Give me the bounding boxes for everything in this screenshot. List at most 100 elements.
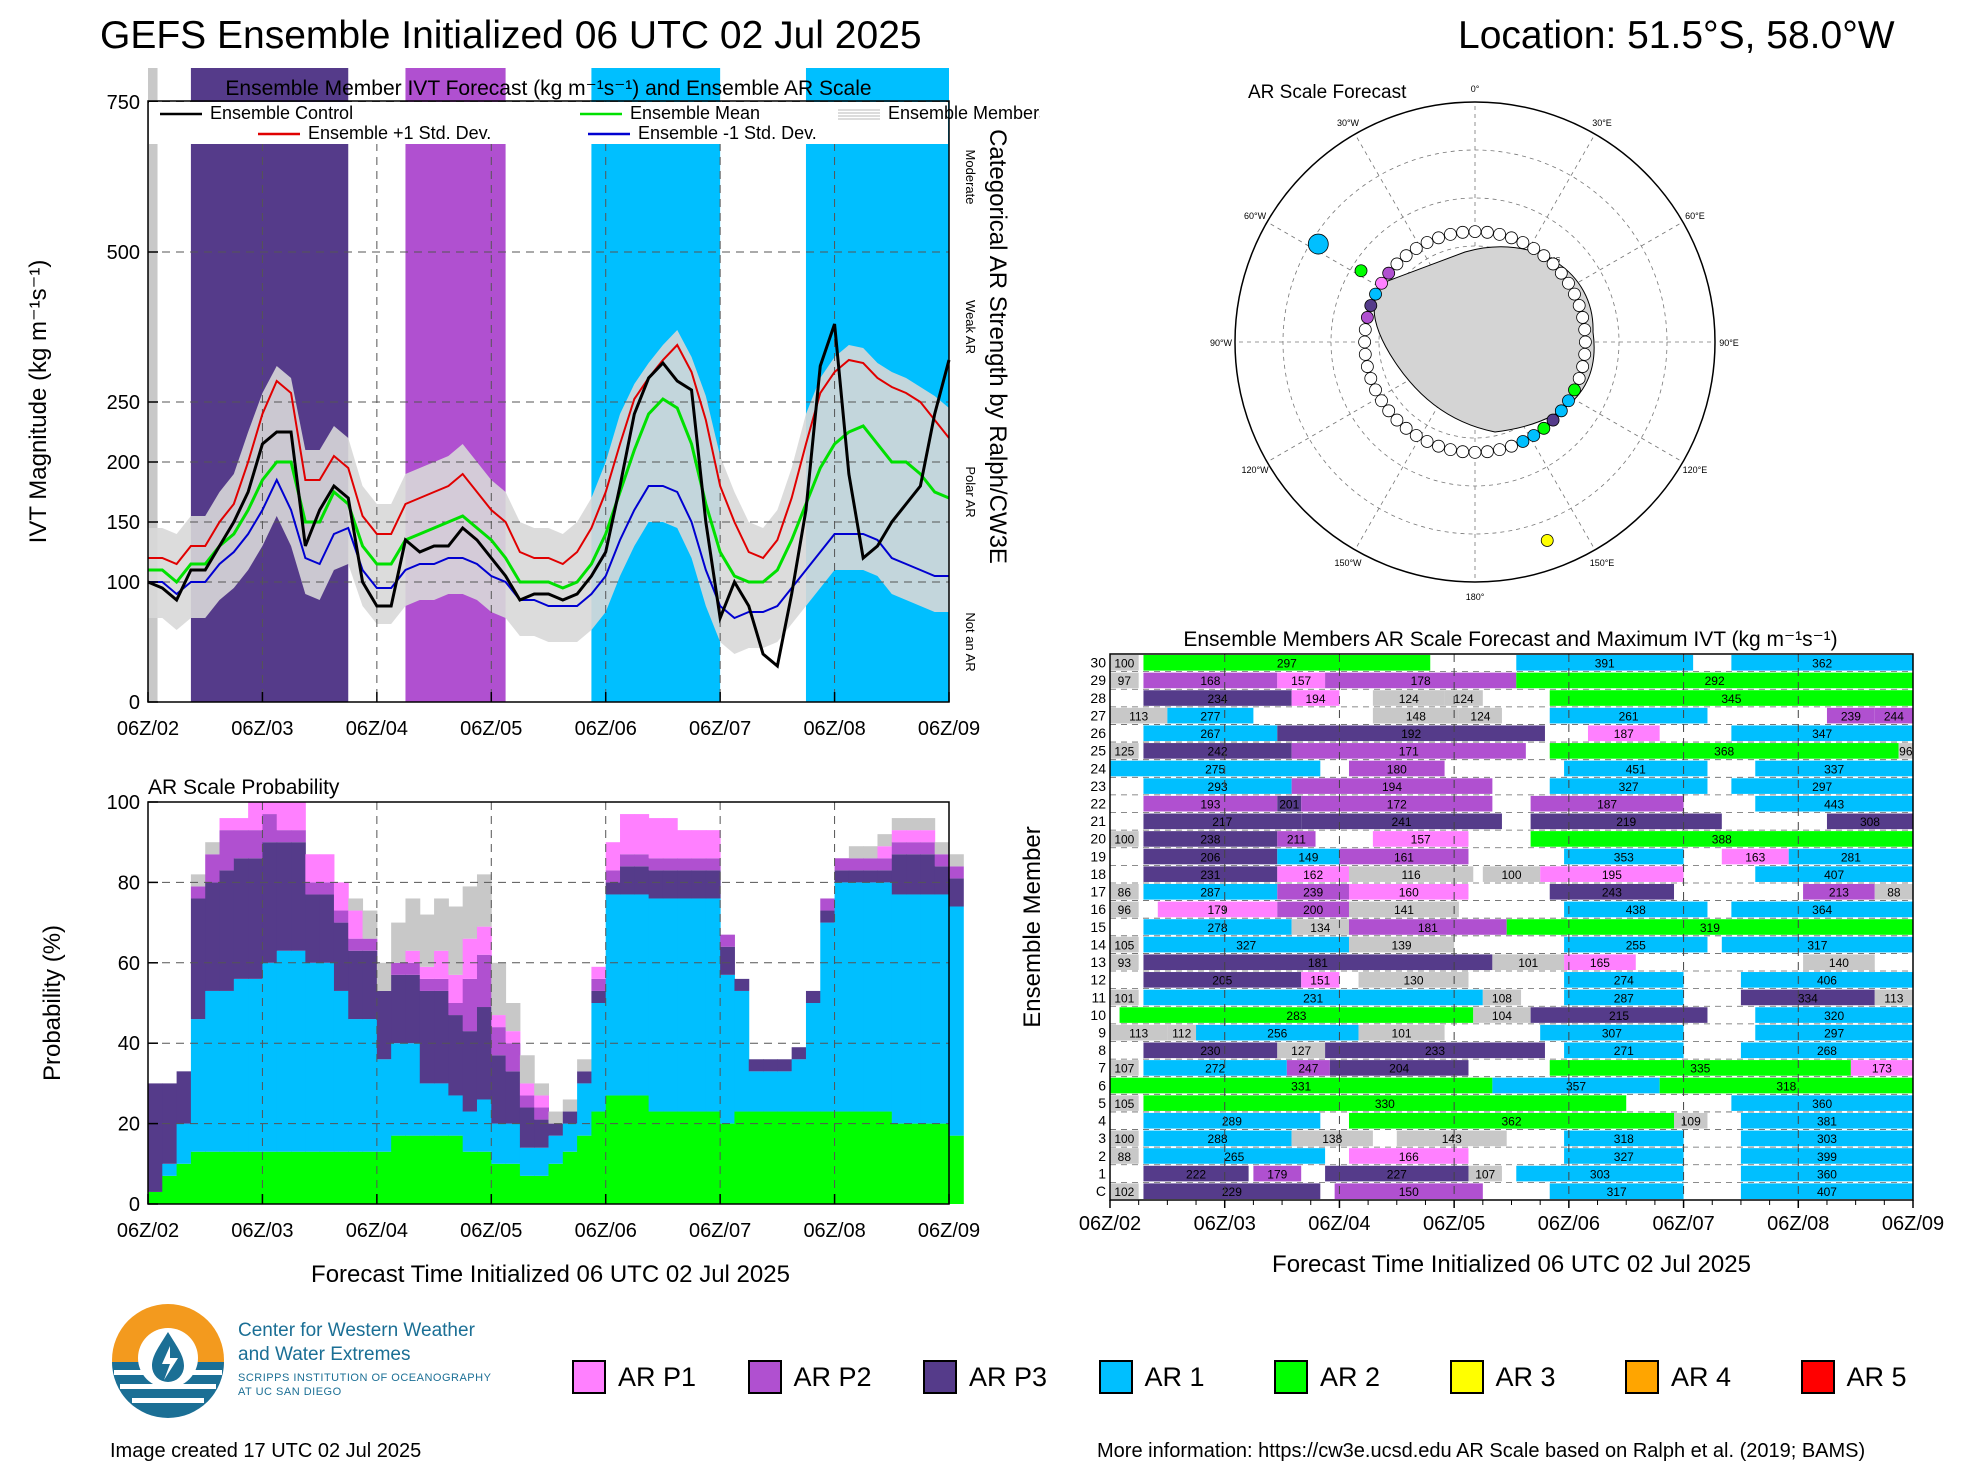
- member-label: 5: [1098, 1095, 1106, 1111]
- member-ar-segment: [1143, 655, 1431, 671]
- prob-bar-arp1: [605, 842, 621, 871]
- member-ar-segment: [1143, 813, 1302, 830]
- ar-location-marker: [1432, 231, 1445, 245]
- prob-bar-ar2: [505, 1163, 521, 1204]
- prob-bar-ar1: [891, 894, 907, 1124]
- prob-bar-ar2: [577, 1135, 592, 1204]
- member-max-ivt: 391: [1595, 657, 1615, 671]
- member-ar-segment: [1826, 813, 1913, 830]
- prob-bar-arp3: [748, 1059, 764, 1072]
- prob-bar-arp2: [834, 858, 850, 871]
- member-max-ivt: 195: [1602, 868, 1622, 882]
- ar-location-marker: [1527, 242, 1541, 255]
- prob-bar-ar1: [620, 894, 635, 1096]
- y-tick-label: 150: [107, 512, 140, 534]
- member-max-ivt: 101: [1392, 1026, 1412, 1040]
- prob-bar-noar: [205, 842, 221, 855]
- y-tick-label: 200: [107, 452, 140, 474]
- prob-bar-arp1: [319, 854, 335, 883]
- prob-bar-arp1: [419, 966, 435, 979]
- ar-location-marker: [1409, 429, 1423, 442]
- polar-map: AR Scale Forecast 0° 30°E 60°E 90°E 120°E 150°…: [1210, 82, 1739, 602]
- member-max-ivt: 287: [1614, 991, 1634, 1005]
- member-ar-segment: [1348, 883, 1469, 900]
- ar-location-marker: [1546, 413, 1560, 427]
- member-ar-segment: [1301, 813, 1502, 830]
- prob-bar-ar2: [734, 1111, 750, 1204]
- prob-bar-arp1: [505, 1031, 521, 1044]
- ar-location-marker: [1375, 276, 1388, 290]
- prob-bar-arp3: [291, 842, 306, 951]
- member-ar-segment: [1196, 1024, 1359, 1041]
- member-max-ivt: 112: [1172, 1026, 1191, 1040]
- prob-bar-ar2: [949, 1135, 964, 1204]
- prob-bar-ar2: [820, 1111, 836, 1204]
- member-ar-segment: [1143, 690, 1292, 706]
- member-ar-segment: [1731, 1095, 1913, 1111]
- longitude-label: 120°E: [1683, 465, 1708, 475]
- member-max-ivt: 96: [1899, 745, 1913, 759]
- member-ar-segment: [1110, 760, 1321, 777]
- legend-box: [149, 102, 948, 144]
- prob-bar-arp2: [362, 938, 378, 951]
- member-ar-segment: [1564, 989, 1684, 1006]
- member-max-ivt: 335: [1690, 1062, 1710, 1076]
- prob-bar-arp2: [691, 858, 707, 871]
- prob-bar-arp2: [219, 830, 235, 871]
- prob-bar-noar: [548, 1111, 564, 1124]
- prob-bar-arp1: [648, 818, 664, 859]
- member-max-ivt: 297: [1824, 1026, 1844, 1040]
- prob-bar-ar2: [262, 1151, 278, 1204]
- member-label: 25: [1090, 743, 1106, 759]
- series-line-ensemble-1-std-dev-: [148, 477, 949, 620]
- legend-label: AR P1: [618, 1361, 697, 1392]
- y-tick-label: 40: [118, 1033, 140, 1055]
- legend-item: AR 3: [1449, 1360, 1556, 1394]
- member-max-ivt: 278: [1208, 921, 1228, 935]
- prob-bar-ar2: [448, 1135, 464, 1204]
- member-max-ivt: 277: [1200, 709, 1220, 723]
- prob-bar-arp2: [634, 854, 650, 867]
- probability-chart: 0 20 40 60 80 100 06Z/02 06Z/03 06Z/04 06Z/05 06Z/…: [39, 776, 980, 1288]
- member-ar-segment: [1110, 901, 1139, 918]
- prob-bar-ar1: [262, 962, 278, 1152]
- longitude-label: 90°W: [1210, 338, 1233, 348]
- member-max-ivt: 168: [1200, 674, 1220, 688]
- image-created-text: Image created 17 UTC 02 Jul 2025: [110, 1440, 422, 1462]
- member-ar-segment: [1110, 1060, 1139, 1076]
- prob-bar-ar2: [748, 1111, 764, 1204]
- prob-bar-ar1: [877, 882, 893, 1112]
- member-max-ivt: 109: [1681, 1115, 1701, 1129]
- member-max-ivt: 86: [1118, 886, 1132, 900]
- prob-bar-ar1: [848, 882, 864, 1112]
- member-ar-segment: [1110, 883, 1139, 900]
- prob-bar-arp3: [805, 990, 821, 1003]
- member-ar-segment: [1110, 1024, 1168, 1041]
- ar-location-marker: [1354, 264, 1368, 278]
- prob-bar-ar1: [605, 894, 621, 1096]
- member-max-ivt: 407: [1824, 868, 1844, 882]
- prob-bar-ar2: [906, 1123, 921, 1204]
- member-max-ivt: 242: [1208, 745, 1228, 759]
- prob-bar-ar2: [419, 1135, 435, 1204]
- prob-bar-ar1: [662, 898, 678, 1112]
- member-ar-segment: [1564, 1148, 1684, 1164]
- ar-location-marker: [1360, 360, 1374, 373]
- member-ar-segment: [1110, 936, 1139, 953]
- member-max-ivt: 272: [1205, 1062, 1225, 1076]
- member-max-ivt: 201: [1279, 798, 1299, 812]
- member-max-ivt: 100: [1114, 833, 1134, 847]
- prob-bar-noar: [462, 886, 478, 939]
- prob-bar-ar1: [476, 1099, 492, 1152]
- member-ar-segment: [1143, 778, 1292, 794]
- member-ar-segment: [1119, 1007, 1474, 1023]
- member-max-ivt: 88: [1887, 886, 1901, 900]
- prob-bar-ar2: [605, 1095, 621, 1204]
- member-max-ivt: 261: [1619, 709, 1639, 723]
- y-tick-label: 500: [107, 242, 140, 264]
- prob-bar-ar1: [562, 1123, 578, 1152]
- member-max-ivt: 139: [1392, 938, 1412, 952]
- prob-bar-ar2: [305, 1151, 321, 1204]
- prob-bar-arp3: [720, 946, 735, 975]
- x-tick-label: 06Z/09: [918, 718, 980, 740]
